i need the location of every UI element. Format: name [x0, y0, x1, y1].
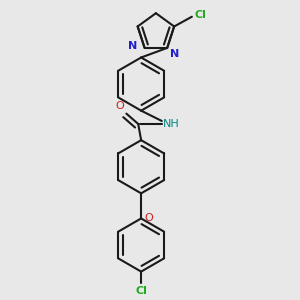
Text: O: O [115, 101, 124, 111]
Text: Cl: Cl [195, 10, 207, 20]
Text: NH: NH [163, 119, 180, 129]
Text: Cl: Cl [135, 286, 147, 296]
Text: O: O [145, 213, 153, 223]
Text: N: N [169, 50, 179, 59]
Text: N: N [128, 41, 137, 51]
